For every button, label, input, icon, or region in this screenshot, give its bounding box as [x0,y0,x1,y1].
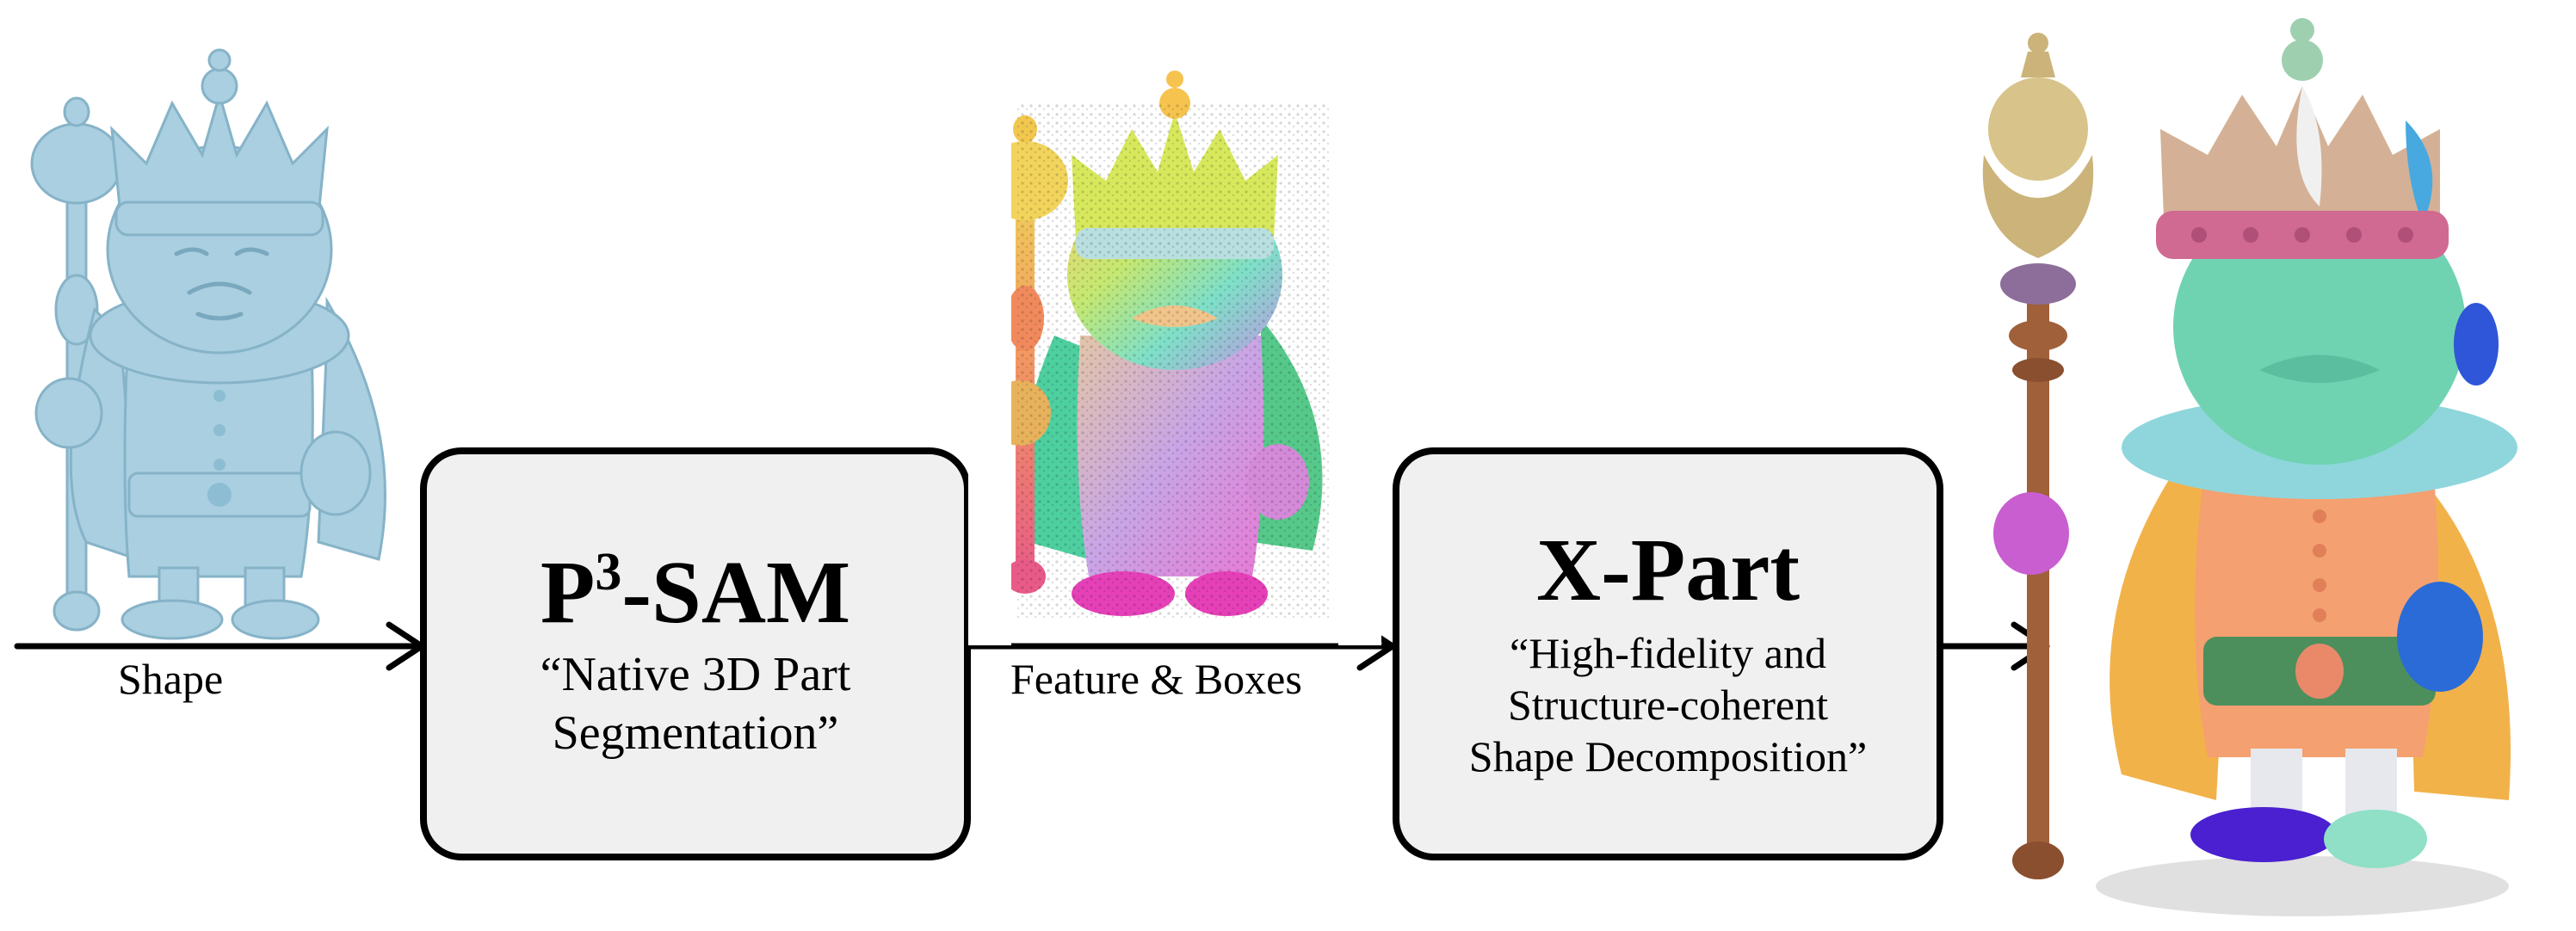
feature-shape-image [968,60,1381,645]
p3sam-subtitle: “Native 3D Part Segmentation” [541,646,851,761]
xpart-title: X-Part [1535,521,1801,620]
xpart-subtitle: “High-fidelity and Structure-coherent Sh… [1469,627,1867,782]
input-shape-label: Shape [118,655,224,703]
xpart-subtitle-line3: Shape Decomposition” [1468,732,1868,780]
xpart-box: X-Part “High-fidelity and Structure-cohe… [1393,447,1943,860]
xpart-subtitle-line1: “High-fidelity and [1510,629,1826,677]
input-shape-image [30,48,386,640]
p3sam-title: P3-SAM [541,546,850,638]
p3sam-title-sup: 3 [595,543,622,602]
p3sam-title-main: P [540,543,596,643]
p3sam-box: P3-SAM “Native 3D Part Segmentation” [420,447,971,860]
p3sam-subtitle-line1: “Native 3D Part [540,648,851,702]
xpart-subtitle-line2: Structure-coherent [1507,681,1829,729]
output-parts-image [1982,18,2517,916]
p3sam-subtitle-line2: Segmentation” [552,706,839,760]
p3sam-title-rest: -SAM [621,543,851,643]
feature-boxes-label: Feature & Boxes [1010,655,1302,703]
